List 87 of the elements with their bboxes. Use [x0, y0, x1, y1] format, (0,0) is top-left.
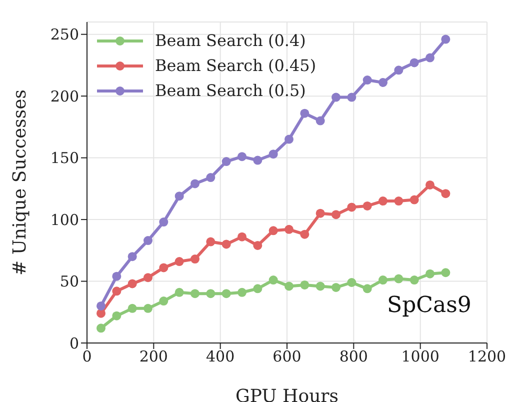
y-tick-label: 150 — [50, 149, 79, 168]
point — [222, 240, 231, 249]
point — [238, 152, 246, 162]
point — [394, 66, 404, 75]
point — [300, 108, 310, 118]
point — [238, 232, 246, 242]
point — [426, 269, 434, 278]
point — [159, 296, 168, 306]
point — [332, 210, 340, 220]
x-tick-label: 1000 — [401, 348, 440, 366]
point — [253, 156, 262, 165]
point — [410, 276, 419, 285]
point — [128, 279, 137, 288]
x-tick-label: 800 — [339, 348, 368, 366]
point — [394, 274, 404, 284]
point — [144, 273, 152, 282]
x-tick-label: 600 — [272, 348, 302, 366]
point — [362, 284, 372, 294]
point — [268, 226, 278, 236]
point — [284, 134, 294, 144]
point — [144, 236, 152, 246]
point — [410, 195, 419, 204]
point — [222, 157, 231, 166]
point — [316, 116, 325, 126]
point — [159, 263, 168, 272]
point — [253, 284, 262, 294]
point — [316, 282, 325, 291]
point — [222, 289, 231, 298]
point — [426, 180, 434, 190]
point — [300, 230, 310, 239]
point — [378, 276, 388, 285]
point — [378, 196, 388, 206]
point — [332, 92, 340, 102]
x-tick-label: 0 — [82, 348, 92, 366]
point — [96, 324, 106, 333]
point — [174, 257, 184, 266]
point — [268, 150, 278, 159]
point — [128, 252, 137, 262]
x-tick-label: 200 — [139, 348, 168, 366]
point — [144, 304, 152, 313]
point — [426, 53, 434, 62]
point — [316, 208, 325, 218]
point — [441, 268, 450, 278]
point — [378, 78, 388, 87]
point — [441, 189, 450, 198]
legend-label: Beam Search (0.5) — [155, 81, 306, 100]
point — [238, 288, 246, 297]
x-tick-label: 400 — [206, 348, 235, 366]
point — [96, 301, 106, 310]
point — [253, 240, 262, 250]
point — [347, 92, 356, 102]
point — [190, 179, 200, 188]
x-axis-title: GPU Hours — [235, 386, 339, 402]
point — [112, 286, 122, 296]
y-tick-label: 100 — [50, 210, 79, 229]
point — [206, 289, 216, 298]
point — [174, 192, 184, 201]
y-tick-label: 200 — [50, 87, 79, 106]
x-tick-label: 1200 — [468, 348, 506, 366]
point — [362, 76, 372, 85]
point — [190, 289, 200, 298]
point — [284, 224, 294, 234]
point — [284, 282, 294, 291]
point — [112, 311, 122, 320]
point — [394, 196, 404, 206]
point — [128, 304, 137, 313]
point — [410, 58, 419, 68]
legend-label: Beam Search (0.45) — [155, 56, 316, 75]
y-tick-label: 250 — [50, 26, 79, 44]
point — [206, 173, 216, 182]
y-tick-label: 0 — [69, 334, 79, 352]
point — [300, 280, 310, 290]
y-axis-title: # Unique Successes — [9, 90, 30, 276]
point — [268, 276, 278, 285]
point — [112, 272, 122, 281]
point — [441, 34, 450, 44]
legend-label: Beam Search (0.4) — [155, 31, 306, 50]
point — [347, 202, 356, 212]
point — [206, 237, 216, 246]
point — [190, 254, 200, 264]
point — [347, 278, 356, 288]
point — [332, 282, 340, 292]
point — [159, 218, 168, 227]
y-tick-label: 50 — [60, 272, 79, 291]
annotation: SpCas9 — [387, 293, 472, 318]
point — [362, 201, 372, 210]
point — [174, 288, 184, 297]
